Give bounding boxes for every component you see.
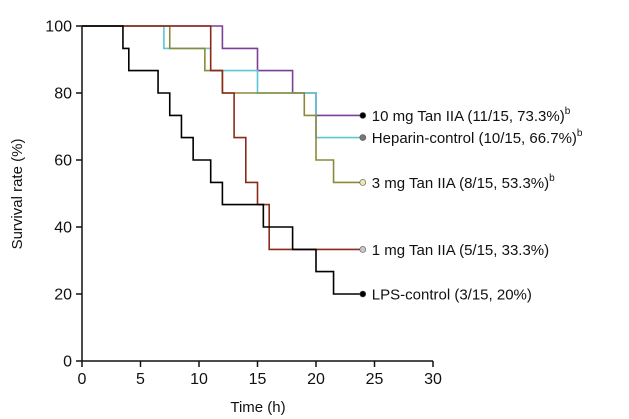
- series-label-heparin-control: Heparin-control (10/15, 66.7%)b: [372, 128, 583, 147]
- x-tick-label: 15: [249, 371, 267, 388]
- end-markers: [359, 112, 367, 298]
- series-label-lps-control: LPS-control (3/15, 20%): [372, 287, 532, 304]
- y-tick-label: 0: [63, 354, 72, 371]
- series-label-superscript: b: [549, 173, 555, 184]
- y-tick-label: 20: [54, 287, 72, 304]
- series-line-3-mg-tan-iia: [82, 25, 363, 184]
- x-tick-label: 25: [366, 371, 384, 388]
- series-label-text: 3 mg Tan IIA (8/15, 53.3%): [372, 175, 549, 192]
- y-tick-label: 80: [54, 86, 72, 103]
- y-tick-label: 100: [45, 19, 72, 36]
- series-end-marker-10-mg-tan-iia: [359, 112, 367, 119]
- series-label-text: Heparin-control (10/15, 66.7%): [372, 130, 577, 147]
- axes: 0 20 40 60 80 100 0 5 10 15 20 25 30: [45, 19, 442, 389]
- y-tick-label: 60: [54, 153, 72, 170]
- series-lines: [82, 25, 363, 295]
- series-end-marker-lps-control: [359, 290, 367, 298]
- x-tick-label: 10: [190, 371, 208, 388]
- series-label-10-mg-tan-iia: 10 mg Tan IIA (11/15, 73.3%)b: [372, 106, 571, 125]
- series-label-text: LPS-control (3/15, 20%): [372, 287, 532, 304]
- series-line-lps-control: [82, 25, 363, 295]
- series-end-marker-1-mg-tan-iia: [359, 246, 367, 253]
- x-axis-title: Time (h): [230, 399, 285, 416]
- series-labels: 10 mg Tan IIA (11/15, 73.3%)bHeparin-con…: [372, 106, 583, 304]
- series-label-text: 1 mg Tan IIA (5/15, 33.3%): [372, 242, 549, 259]
- series-label-superscript: b: [577, 128, 583, 139]
- series-line-1-mg-tan-iia: [82, 25, 363, 251]
- series-label-1-mg-tan-iia: 1 mg Tan IIA (5/15, 33.3%): [372, 242, 549, 259]
- series-label-text: 10 mg Tan IIA (11/15, 73.3%): [372, 108, 565, 125]
- series-end-marker-heparin-control: [359, 134, 367, 141]
- x-tick-label: 30: [424, 371, 442, 388]
- x-tick-label: 5: [136, 371, 145, 388]
- x-tick-label: 20: [307, 371, 325, 388]
- x-tick-label: 0: [78, 371, 87, 388]
- series-label-superscript: b: [565, 106, 571, 117]
- y-tick-label: 40: [54, 220, 72, 237]
- y-axis-title: Survival rate (%): [9, 139, 26, 250]
- series-end-marker-3-mg-tan-iia: [359, 179, 367, 186]
- series-label-3-mg-tan-iia: 3 mg Tan IIA (8/15, 53.3%)b: [372, 173, 555, 192]
